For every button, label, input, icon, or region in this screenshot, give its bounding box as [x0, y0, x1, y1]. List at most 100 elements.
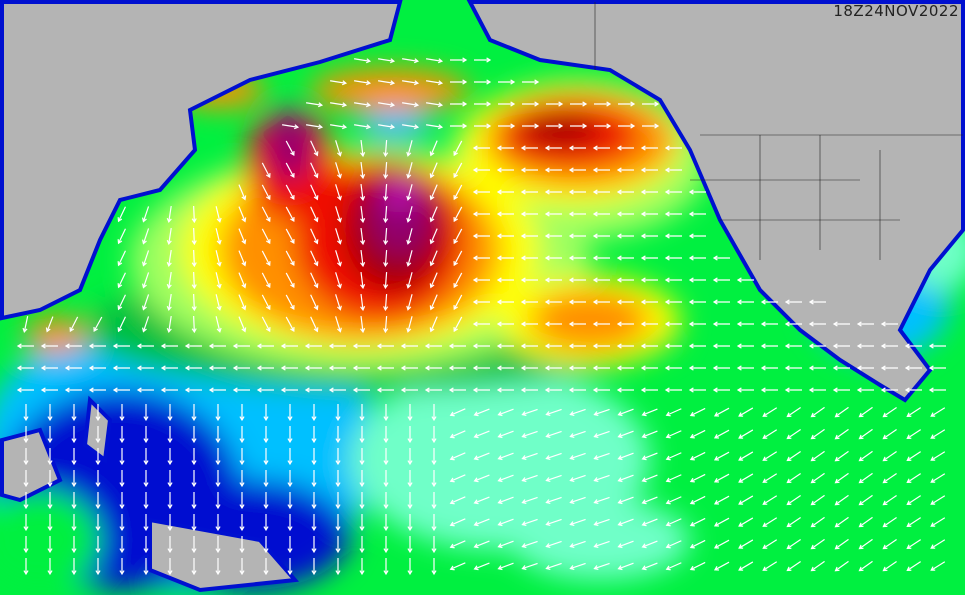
wind-arrow-icon	[688, 387, 706, 393]
wind-arrow-icon	[117, 228, 127, 245]
wind-arrow-icon	[354, 80, 372, 86]
wind-arrow-icon	[285, 140, 295, 157]
wind-arrow-icon	[449, 430, 466, 439]
wind-arrow-icon	[617, 540, 634, 549]
wind-arrow-icon	[521, 562, 538, 571]
wind-arrow-icon	[688, 343, 706, 349]
wind-arrow-icon	[474, 57, 492, 63]
wind-arrow-icon	[424, 343, 442, 349]
wind-arrow-icon	[310, 206, 319, 223]
wind-arrow-icon	[641, 474, 658, 483]
wind-arrow-icon	[407, 470, 413, 488]
wind-arrow-icon	[261, 250, 271, 267]
wind-arrow-icon	[406, 272, 413, 289]
wind-arrow-icon	[810, 428, 825, 440]
wind-arrow-icon	[784, 387, 802, 393]
wind-arrow-icon	[544, 145, 562, 151]
wind-arrow-icon	[335, 184, 342, 201]
wind-arrow-icon	[858, 406, 873, 418]
wind-arrow-icon	[617, 452, 634, 461]
wind-arrow-icon	[834, 406, 849, 418]
wind-arrow-icon	[238, 228, 247, 245]
wind-arrow-icon	[335, 140, 342, 157]
wind-arrow-icon	[426, 102, 444, 108]
wind-arrow-icon	[143, 514, 149, 532]
wind-arrow-icon	[376, 365, 394, 371]
wind-arrow-icon	[359, 448, 365, 466]
wind-arrow-icon	[383, 227, 389, 246]
wind-arrow-icon	[568, 211, 586, 217]
wind-arrow-icon	[287, 492, 293, 510]
wind-arrow-icon	[263, 448, 269, 466]
wind-arrow-icon	[449, 452, 466, 461]
wind-arrow-icon	[520, 277, 538, 283]
wind-arrow-icon	[569, 540, 586, 548]
wind-arrow-icon	[856, 321, 874, 327]
wind-arrow-icon	[472, 233, 490, 239]
wind-arrow-icon	[568, 365, 586, 371]
wind-arrow-icon	[569, 408, 586, 416]
wind-arrow-icon	[904, 365, 922, 371]
wind-arrow-icon	[402, 58, 420, 64]
wind-arrow-icon	[521, 430, 538, 439]
wind-arrow-icon	[858, 472, 873, 484]
wind-arrow-icon	[592, 299, 610, 305]
wind-arrow-icon	[208, 387, 226, 393]
wind-arrow-icon	[47, 536, 53, 554]
wind-arrow-icon	[383, 470, 389, 488]
wind-arrow-icon	[712, 387, 730, 393]
wind-arrow-icon	[376, 387, 394, 393]
wind-arrow-icon	[335, 514, 341, 532]
wind-arrow-icon	[402, 102, 420, 108]
wind-arrow-icon	[762, 517, 778, 527]
wind-arrow-icon	[616, 255, 634, 261]
wind-arrow-icon	[306, 124, 324, 130]
wind-arrow-icon	[238, 250, 247, 267]
wind-arrow-icon	[664, 233, 682, 239]
wind-arrow-icon	[520, 145, 538, 151]
wind-arrow-icon	[95, 404, 101, 422]
wind-arrow-icon	[95, 470, 101, 488]
wind-arrow-icon	[40, 387, 58, 393]
wind-arrow-icon	[738, 429, 754, 439]
wind-arrow-icon	[40, 343, 58, 349]
wind-arrow-icon	[160, 343, 178, 349]
wind-arrow-icon	[360, 183, 366, 202]
wind-arrow-icon	[906, 407, 922, 418]
wind-arrow-icon	[352, 343, 370, 349]
wind-arrow-icon	[335, 558, 341, 576]
wind-arrow-icon	[856, 365, 874, 371]
wind-arrow-icon	[473, 496, 490, 505]
wind-arrow-icon	[453, 316, 463, 333]
wind-arrow-icon	[330, 102, 348, 108]
wind-arrow-icon	[880, 343, 898, 349]
wind-arrow-icon	[640, 189, 658, 195]
wind-arrow-icon	[306, 102, 324, 108]
wind-arrow-icon	[642, 101, 660, 107]
wind-arrow-icon	[191, 227, 197, 246]
wind-arrow-icon	[352, 387, 370, 393]
wind-arrow-icon	[407, 558, 413, 576]
wind-arrow-icon	[71, 426, 77, 444]
wind-arrow-icon	[335, 228, 342, 245]
wind-arrow-icon	[191, 315, 197, 334]
wind-arrow-icon	[786, 451, 801, 462]
wind-arrow-icon	[906, 495, 922, 506]
wind-arrow-icon	[449, 562, 466, 571]
wind-arrow-icon	[664, 145, 682, 151]
wind-arrow-icon	[360, 271, 366, 290]
wind-arrow-icon	[545, 562, 562, 570]
wind-arrow-icon	[239, 558, 245, 576]
wind-arrow-icon	[617, 496, 634, 505]
wind-arrow-icon	[738, 539, 754, 549]
wind-arrow-icon	[95, 448, 101, 466]
wind-arrow-icon	[713, 451, 730, 461]
wind-arrow-icon	[354, 124, 372, 130]
wind-arrow-icon	[496, 277, 514, 283]
wind-arrow-icon	[407, 492, 413, 510]
wind-arrow-icon	[112, 365, 130, 371]
wind-arrow-icon	[261, 184, 271, 201]
wind-arrow-icon	[431, 404, 437, 422]
wind-arrow-icon	[472, 211, 490, 217]
wind-arrow-icon	[880, 387, 898, 393]
